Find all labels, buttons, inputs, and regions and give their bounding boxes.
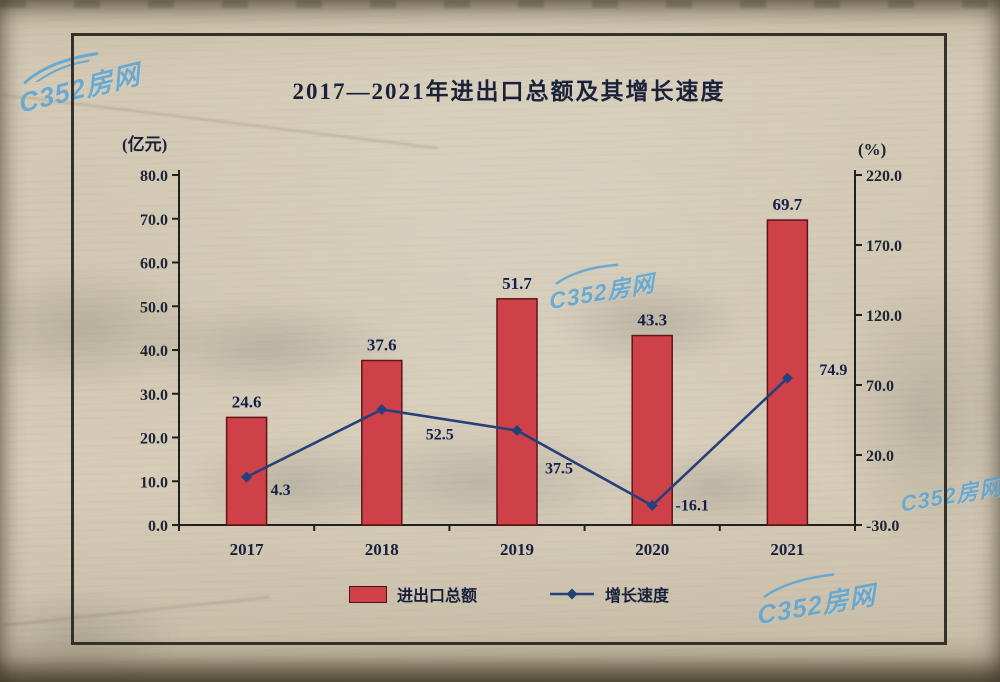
bar-series-swatch-icon [348, 585, 387, 603]
left-tick-label: 40.0 [140, 343, 168, 360]
category-label: 2021 [770, 540, 804, 559]
plot-area: 80.0 70.0 60.0 50.0 40.0 30.0 20.0 10.0 0.0 220.0… [140, 168, 902, 559]
line-marker-diamond-icon [241, 471, 253, 483]
left-tick-label: 50.0 [140, 299, 168, 316]
watermark: C352房网 [547, 253, 656, 317]
line-series-marker-icon [550, 588, 594, 600]
chart-legend: 进出口总额 增长速度 [74, 582, 944, 606]
line-series: 4.3 52.5 37.5 -16.1 74.9 [241, 362, 847, 515]
right-axis-ticks: 220.0 170.0 120.0 70.0 20.0 -30.0 [855, 168, 902, 535]
right-tick-label: -30.0 [866, 518, 899, 535]
watermark: C352房网 [14, 37, 143, 121]
right-axis-unit-label: (%) [858, 140, 887, 159]
chart-frame: 2017—2021年进出口总额及其增长速度 (亿元) (%) 80.0 70.0 6… [71, 33, 947, 645]
bar-value-label: 37.6 [367, 336, 397, 355]
line-marker-diamond-icon [511, 425, 523, 436]
scan-edge-bottom [0, 656, 1000, 682]
chart-title: 2017—2021年进出口总额及其增长速度 [292, 79, 726, 104]
bar-value-label: 69.7 [773, 195, 803, 214]
watermark-swoosh-icon [763, 573, 835, 599]
category-label: 2019 [500, 540, 534, 559]
right-tick-label: 120.0 [866, 308, 902, 325]
legend-item-line-series: 增长速度 [549, 582, 669, 606]
line-marker-diamond-icon [646, 500, 658, 512]
right-tick-label: 70.0 [866, 378, 894, 395]
left-tick-label: 0.0 [148, 518, 168, 535]
category-label: 2018 [365, 540, 399, 559]
line-value-label: 74.9 [819, 362, 847, 379]
line-marker-diamond-icon [376, 404, 388, 415]
legend-label-line-series: 增长速度 [605, 588, 670, 605]
bar-value-label: 51.7 [502, 274, 532, 293]
left-tick-label: 70.0 [140, 212, 168, 229]
category-label: 2020 [635, 540, 669, 559]
bar-2018 [361, 359, 403, 526]
bar-2019 [496, 298, 538, 526]
legend-item-bar-series: 进出口总额 [348, 582, 477, 606]
line-value-label: -16.1 [676, 498, 709, 515]
legend-label-bar-series: 进出口总额 [396, 588, 477, 605]
category-label: 2017 [230, 540, 265, 559]
bar-value-label: 24.6 [232, 392, 262, 411]
left-tick-label: 20.0 [140, 431, 168, 448]
x-axis-ticks: 2017 2018 2019 2020 2021 [178, 525, 856, 559]
left-tick-label: 60.0 [140, 256, 168, 273]
line-value-label: 37.5 [545, 461, 573, 478]
watermark-swoosh-icon [555, 263, 619, 285]
bar-2021 [766, 219, 809, 526]
scan-edge-top [0, 0, 1000, 8]
bar-series: 24.6 37.6 51.7 43.3 69.7 [225, 195, 809, 526]
left-axis-unit-label: (亿元) [122, 135, 168, 154]
right-tick-label: 20.0 [866, 448, 894, 465]
left-tick-label: 30.0 [140, 387, 168, 404]
left-tick-label: 80.0 [140, 168, 168, 185]
right-tick-label: 170.0 [866, 238, 902, 255]
left-tick-label: 10.0 [140, 474, 168, 491]
right-tick-label: 220.0 [866, 168, 902, 185]
bar-value-label: 43.3 [637, 311, 667, 330]
watermark: C352房网 [755, 562, 878, 633]
line-value-label: 52.5 [426, 427, 454, 444]
line-marker-diamond-icon [781, 372, 793, 384]
left-axis-ticks: 80.0 70.0 60.0 50.0 40.0 30.0 20.0 10.0 0.0 [140, 168, 179, 535]
line-value-label: 4.3 [271, 482, 291, 499]
